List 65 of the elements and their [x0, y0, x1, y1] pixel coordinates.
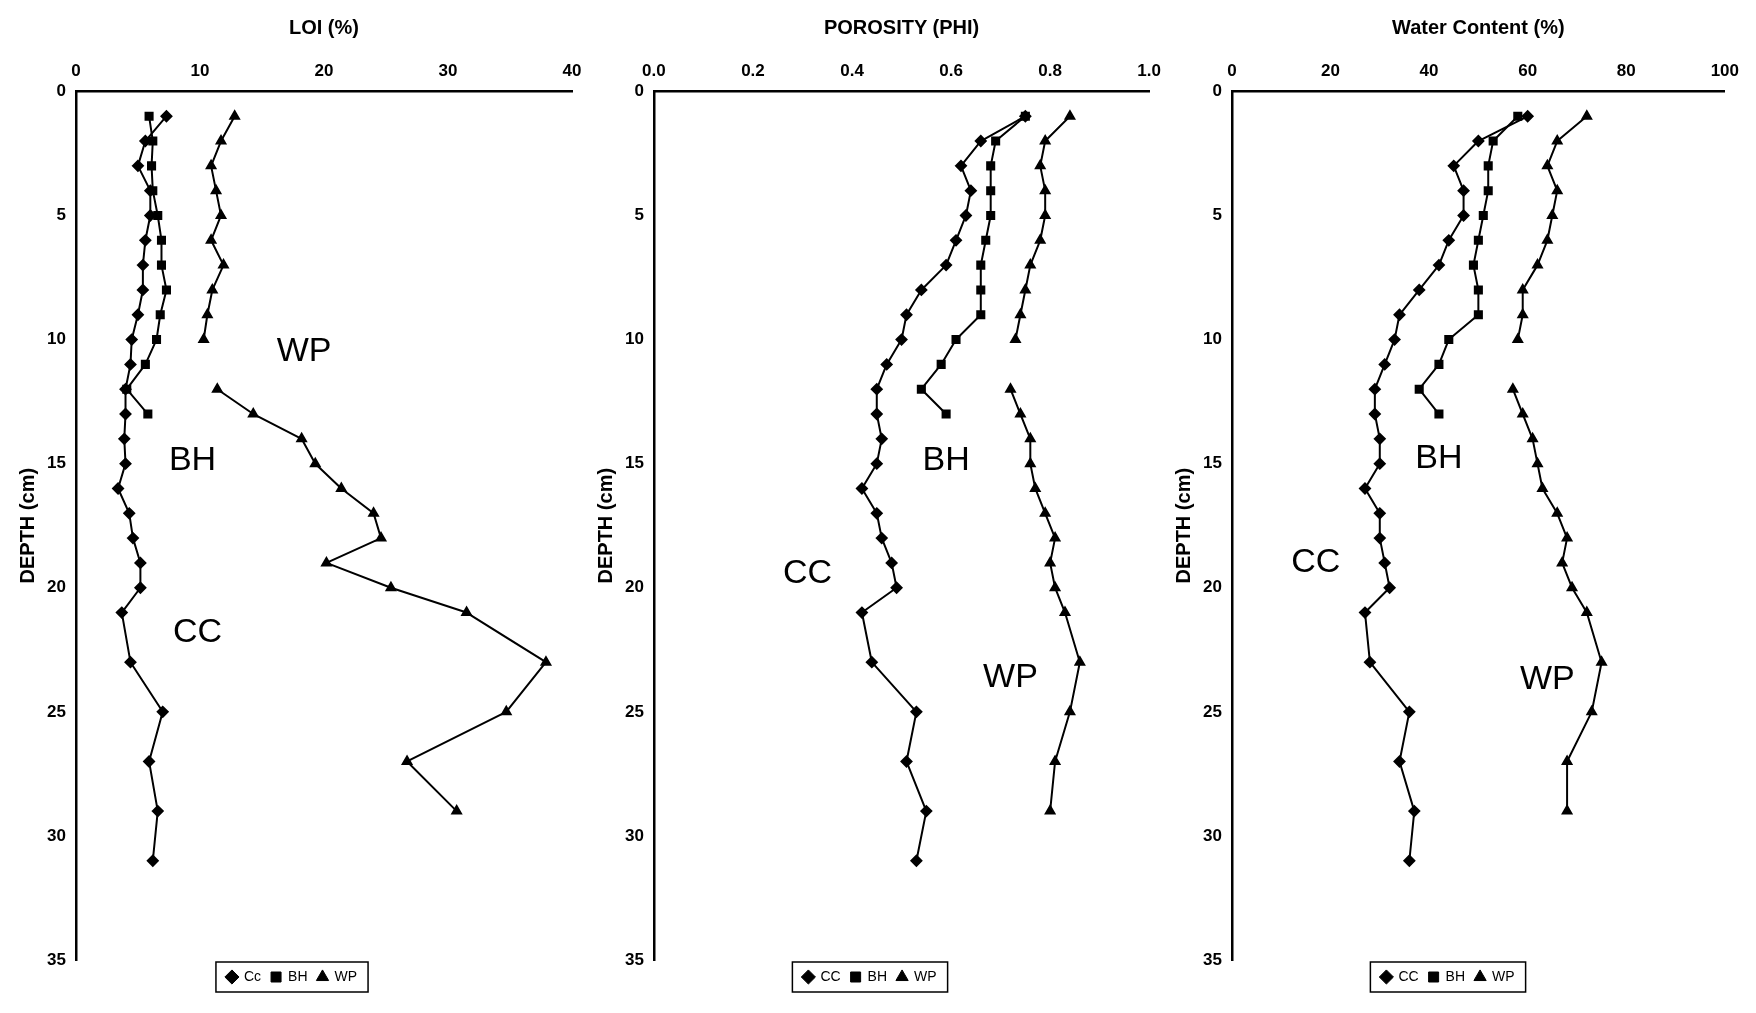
y-tick-label: 5 — [634, 205, 644, 225]
y-tick-label: 30 — [1202, 825, 1222, 845]
annotation: CC — [1291, 541, 1341, 580]
x-tick-label: 0.0 — [642, 60, 666, 80]
x-tick-label: 0.4 — [840, 60, 865, 80]
annotation: BH — [168, 438, 217, 477]
y-axis-title: DEPTH (cm) — [593, 467, 616, 584]
x-tick-label: 10 — [190, 60, 210, 80]
y-tick-label: 5 — [56, 205, 66, 225]
x-tick-label: 60 — [1518, 60, 1538, 80]
x-tick-label: 30 — [438, 60, 458, 80]
x-tick-label: 1.0 — [1137, 60, 1161, 80]
x-tick-label: 20 — [1321, 60, 1340, 80]
y-tick-label: 25 — [624, 701, 644, 721]
legend-label: CC — [1398, 967, 1419, 984]
legend-label: Cc — [243, 967, 262, 984]
y-tick-label: 35 — [1202, 949, 1222, 969]
y-axis-title: DEPTH (cm) — [15, 467, 38, 584]
legend-label: CC — [820, 967, 841, 984]
y-tick-label: 35 — [46, 949, 66, 969]
legend-label: BH — [288, 967, 308, 984]
y-tick-label: 20 — [624, 577, 644, 597]
annotation: BH — [922, 438, 970, 477]
y-tick-label: 20 — [46, 577, 66, 597]
legend-label: WP — [334, 967, 358, 984]
y-tick-label: 0 — [1212, 81, 1222, 101]
y-tick-label: 5 — [1212, 205, 1222, 225]
y-tick-label: 20 — [1202, 577, 1222, 597]
y-tick-label: 10 — [1202, 329, 1222, 349]
y-tick-label: 25 — [46, 701, 66, 721]
annotation: WP — [276, 330, 332, 369]
annotation: BH — [1415, 437, 1463, 476]
x-tick-label: 0 — [1227, 60, 1237, 80]
legend-label: WP — [1492, 967, 1515, 984]
annotation: CC — [172, 610, 223, 649]
x-tick-label: 80 — [1616, 60, 1636, 80]
x-axis-title: LOI (%) — [288, 15, 359, 38]
annotation: CC — [782, 551, 832, 590]
x-axis-title: POROSITY (PHI) — [823, 15, 980, 38]
x-tick-label: 0.6 — [939, 60, 963, 80]
legend-label: WP — [914, 967, 937, 984]
x-axis-title: Water Content (%) — [1392, 15, 1565, 38]
x-tick-label: 20 — [314, 60, 334, 80]
annotation: WP — [1519, 657, 1575, 696]
y-tick-label: 30 — [46, 825, 66, 845]
legend-label: BH — [1445, 967, 1466, 984]
legend-label: BH — [867, 967, 888, 984]
x-tick-label: 0.2 — [741, 60, 765, 80]
y-tick-label: 0 — [634, 81, 644, 101]
y-tick-label: 10 — [624, 329, 644, 349]
y-axis-title: DEPTH (cm) — [1171, 467, 1194, 584]
y-tick-label: 15 — [624, 453, 644, 473]
y-tick-label: 35 — [624, 949, 644, 969]
y-tick-label: 10 — [46, 329, 66, 349]
y-tick-label: 15 — [46, 453, 66, 473]
y-tick-label: 30 — [624, 825, 644, 845]
x-tick-label: 40 — [562, 60, 582, 80]
y-tick-label: 0 — [56, 81, 66, 101]
x-tick-label: 100 — [1710, 60, 1740, 80]
annotation: WP — [983, 656, 1038, 695]
y-tick-label: 15 — [1202, 453, 1222, 473]
y-tick-label: 25 — [1202, 701, 1222, 721]
x-tick-label: 0.8 — [1038, 60, 1062, 80]
x-tick-label: 40 — [1419, 60, 1439, 80]
x-tick-label: 0 — [71, 60, 81, 80]
